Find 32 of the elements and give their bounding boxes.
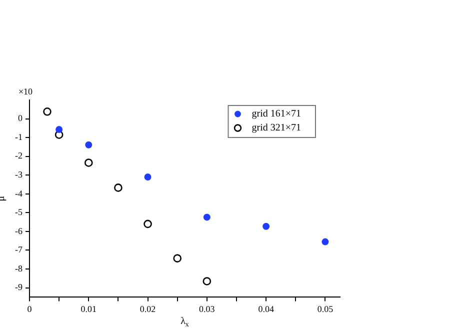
x-tick-label: 0.04 [258, 304, 274, 314]
y-tick-label: -8 [14, 263, 23, 274]
point [84, 158, 93, 167]
point [54, 130, 64, 139]
y-tick-label: -5 [14, 207, 23, 218]
x-tick-label: 0.03 [199, 304, 216, 314]
point [202, 277, 212, 286]
point [144, 220, 152, 228]
legend-label: grid 161×71 [252, 108, 301, 120]
y-tick-label: -4 [14, 188, 23, 198]
x-tick-label: 0.02 [140, 304, 156, 314]
legend-label: grid 321×71 [252, 122, 301, 134]
point [114, 184, 122, 192]
point [203, 214, 210, 221]
y-tick-label: -9 [14, 282, 23, 292]
point [56, 126, 63, 133]
y-tick-label: -3 [14, 169, 23, 180]
point [85, 141, 92, 148]
x-tick-label: 0 [27, 304, 32, 314]
y-tick-label: -7 [14, 244, 23, 255]
x-tick-label: 0.05 [317, 304, 334, 314]
y-tick-label: -2 [14, 150, 22, 161]
y-tick-label: -6 [14, 226, 23, 236]
point [262, 222, 270, 230]
x-tick-label: 0.01 [80, 304, 97, 314]
point [173, 254, 182, 262]
text: ×10 [18, 86, 34, 96]
point [43, 107, 52, 116]
y-tick-label: 0 [18, 113, 23, 124]
y-tick-label: -1 [14, 132, 22, 142]
point [144, 174, 152, 180]
point [322, 238, 329, 246]
